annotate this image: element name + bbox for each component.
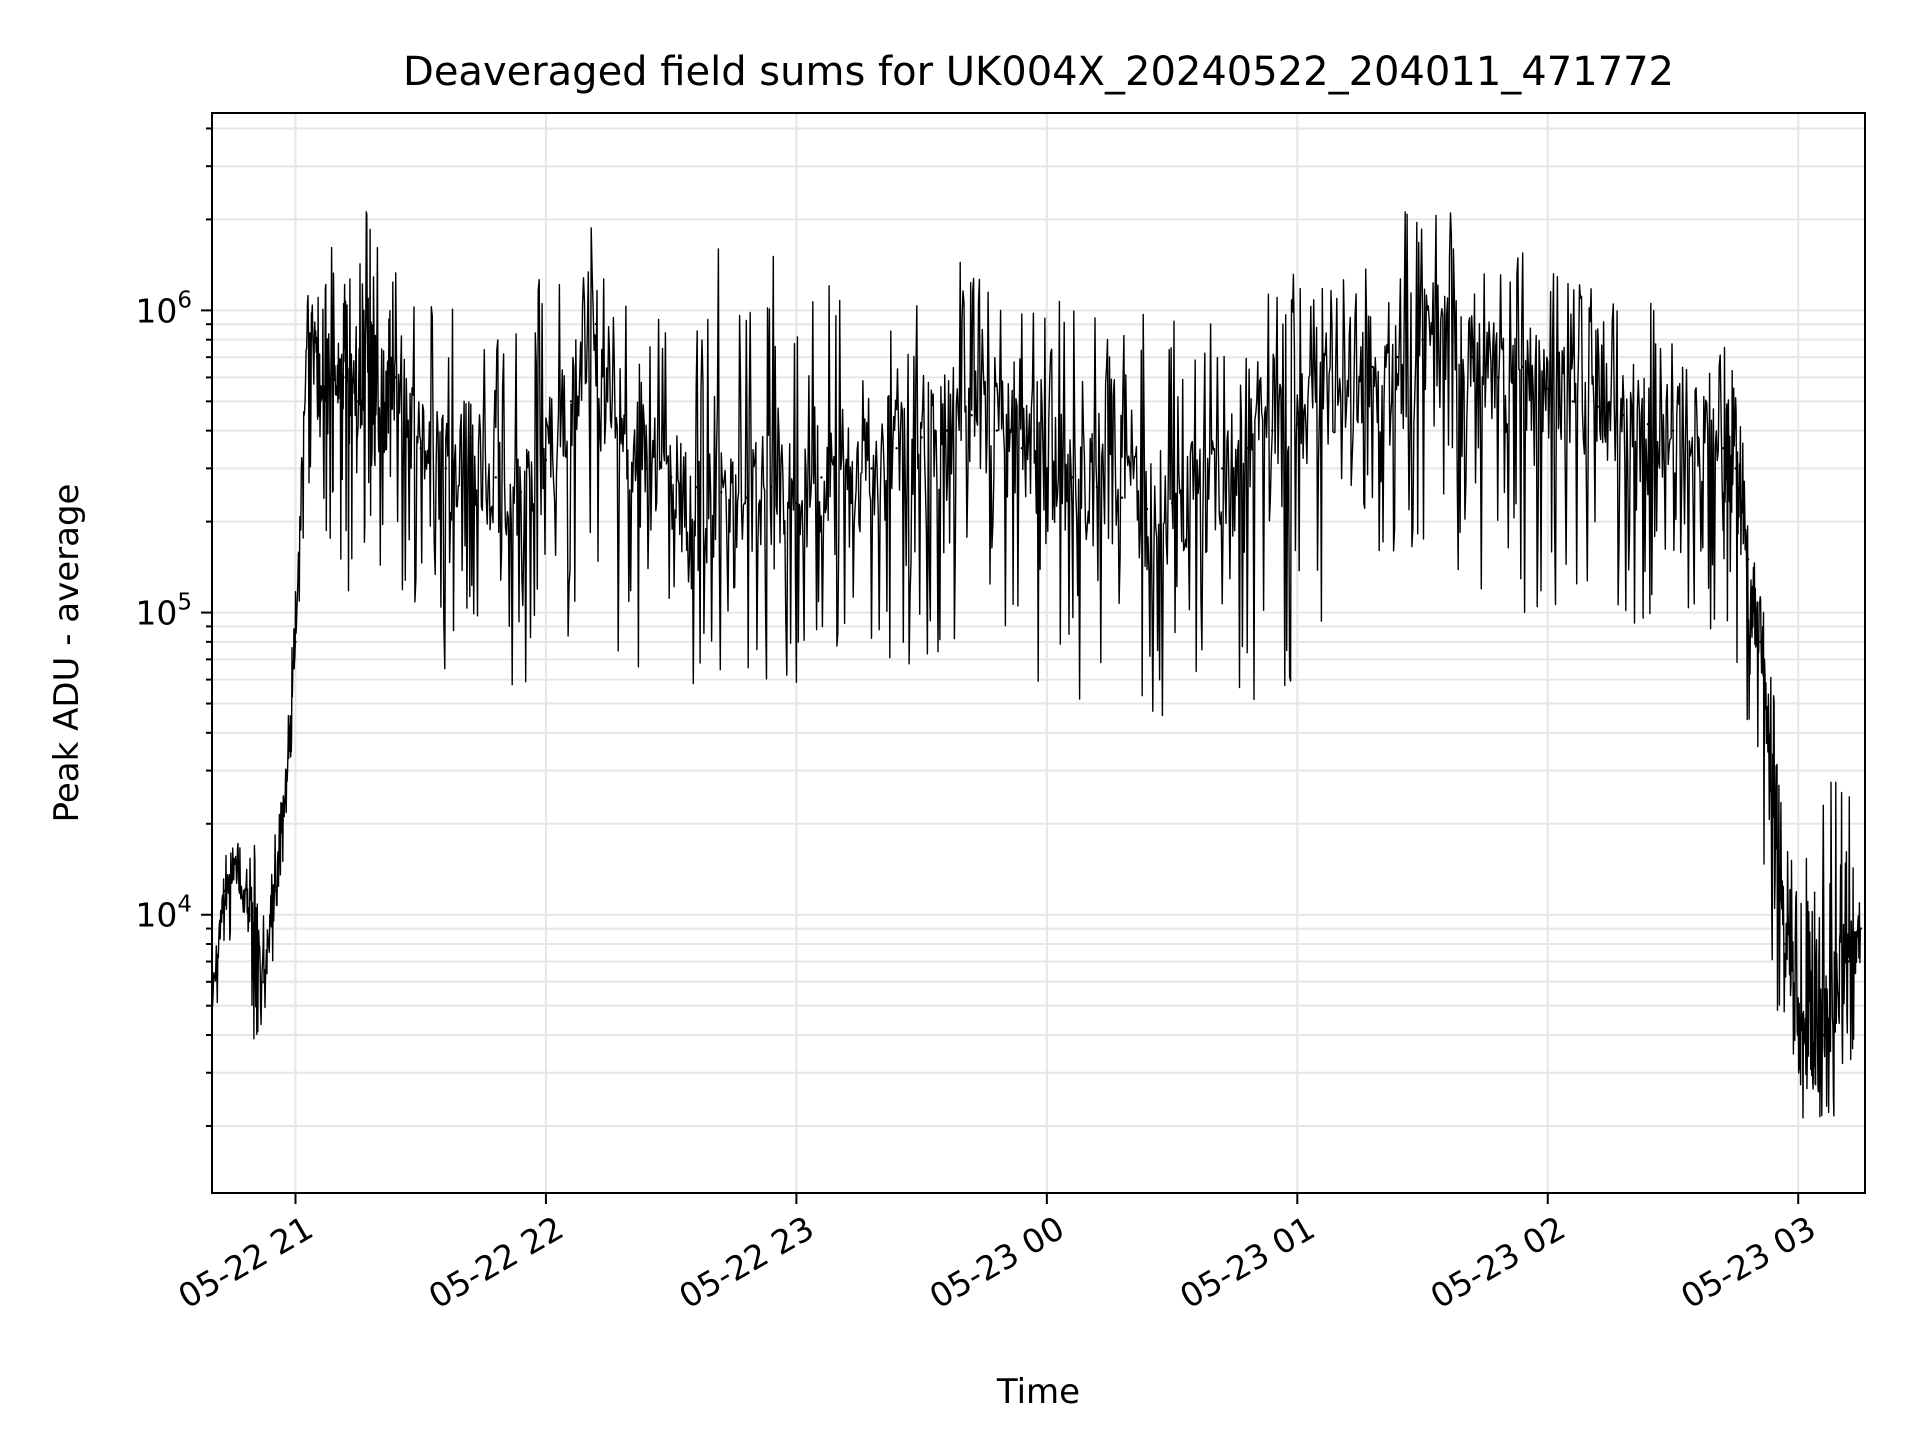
data-point [619, 429, 623, 432]
data-point [235, 869, 239, 872]
data-point [331, 356, 335, 359]
series-group [210, 211, 1863, 1119]
data-point [1834, 992, 1838, 995]
data-point [670, 476, 673, 479]
y-tick-label-exponent: 5 [177, 590, 192, 616]
series-0 [210, 211, 1863, 1119]
data-point [319, 400, 322, 403]
data-point [995, 429, 998, 432]
chart-title: Deaveraged field sums for UK004X_2024052… [403, 49, 1674, 95]
data-point [1521, 365, 1524, 369]
data-point [1822, 1033, 1825, 1037]
data-point [356, 400, 360, 403]
data-point [369, 338, 372, 341]
data-point [1646, 423, 1650, 426]
data-point [1784, 942, 1787, 946]
data-point [1246, 447, 1249, 450]
data-point [1546, 387, 1550, 390]
data-point [394, 376, 397, 379]
data-point [1195, 491, 1199, 494]
data-point [306, 309, 310, 312]
data-point [745, 496, 748, 499]
data-point [594, 323, 598, 326]
y-tick-label-exponent: 6 [177, 287, 192, 313]
data-point [1571, 400, 1575, 403]
data-point [1596, 405, 1600, 408]
series-line [211, 211, 1862, 1119]
data-point [1721, 447, 1725, 450]
y-tick-label: 106 [135, 287, 192, 330]
data-point [494, 476, 497, 479]
data-point [1396, 356, 1399, 359]
data-point [920, 436, 923, 439]
y-tick-label: 104 [135, 892, 192, 935]
data-point [519, 491, 523, 494]
data-point [845, 458, 848, 462]
data-point [344, 376, 347, 379]
data-point [720, 491, 723, 494]
data-point [1471, 356, 1474, 359]
data-point [644, 467, 648, 470]
data-point [1070, 476, 1074, 479]
data-point [469, 436, 472, 439]
data-point [695, 486, 698, 489]
data-point [870, 467, 873, 470]
data-point [1170, 502, 1174, 505]
data-point [285, 769, 289, 772]
data-point [1696, 436, 1700, 439]
data-point [1671, 429, 1675, 432]
data-point [273, 889, 276, 892]
data-point [544, 458, 548, 462]
data-point [381, 429, 385, 432]
data-point [444, 467, 447, 470]
data-point [1321, 400, 1324, 403]
data-point [1759, 640, 1762, 644]
data-point [1621, 414, 1625, 417]
data-point [1446, 323, 1449, 326]
data-point [795, 502, 798, 505]
data-point [1020, 447, 1023, 450]
data-point [419, 447, 422, 450]
y-axis-label: Peak ADU - average [47, 484, 87, 823]
data-point [1346, 387, 1349, 390]
y-tick-label-base: 10 [135, 291, 177, 330]
data-point [945, 429, 948, 432]
data-point [1421, 338, 1424, 341]
data-point [1772, 793, 1775, 796]
data-point [248, 913, 251, 916]
data-point [223, 889, 226, 892]
data-point [1859, 927, 1863, 930]
plot-area-frame [211, 112, 1866, 1194]
data-point [1045, 467, 1049, 470]
data-point [970, 414, 973, 417]
data-point [1371, 365, 1374, 369]
data-point [895, 447, 898, 450]
x-axis-label: Time [996, 1372, 1080, 1412]
data-point [1797, 1004, 1800, 1007]
data-point [770, 486, 773, 489]
data-point [294, 640, 297, 644]
data-point [260, 980, 264, 983]
y-tick-label-base: 10 [135, 594, 177, 633]
data-point [1271, 429, 1274, 432]
data-point [1809, 1051, 1812, 1054]
data-point [1296, 423, 1299, 426]
data-point [1221, 467, 1224, 470]
data-point [569, 400, 573, 403]
data-point [1095, 486, 1099, 489]
data-point [1120, 496, 1124, 499]
y-tick-label: 105 [135, 590, 192, 633]
data-point [1746, 558, 1750, 561]
y-tick-label-exponent: 4 [177, 892, 192, 918]
data-point [820, 476, 823, 479]
y-tick-label-base: 10 [135, 896, 177, 935]
grid [212, 113, 1865, 1193]
data-point [1145, 507, 1149, 511]
data-point [1496, 376, 1499, 379]
data-point [1847, 960, 1850, 963]
data-point [1734, 467, 1737, 470]
